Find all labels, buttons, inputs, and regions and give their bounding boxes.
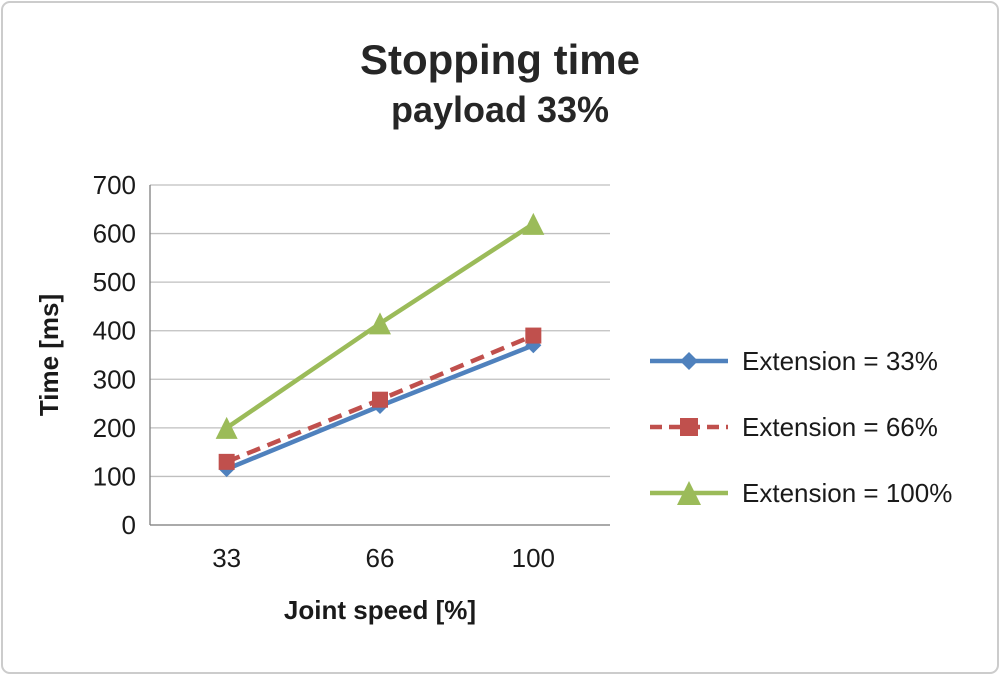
svg-text:33: 33: [212, 543, 241, 573]
plot-area: 0 100 200 300 400 500 600 700 33 66 100 Joint speed…: [34, 170, 610, 625]
svg-text:Joint speed [%]: Joint speed [%]: [284, 595, 476, 625]
svg-text:200: 200: [93, 413, 136, 443]
legend-line-triangle-icon: [650, 481, 728, 505]
svg-text:0: 0: [122, 510, 136, 540]
chart-title: Stopping time: [360, 36, 640, 83]
legend-label: Extension = 33%: [742, 345, 938, 376]
legend-item-extension-100: Extension = 100%: [648, 460, 993, 526]
legend-line-square-icon: [650, 418, 728, 436]
svg-text:600: 600: [93, 219, 136, 249]
svg-text:500: 500: [93, 267, 136, 297]
svg-text:700: 700: [93, 170, 136, 200]
svg-text:100: 100: [93, 461, 136, 491]
legend-label: Extension = 100%: [742, 477, 953, 508]
legend: Extension = 33% Extension = 66% Extensio…: [648, 328, 993, 526]
svg-text:400: 400: [93, 316, 136, 346]
legend-item-extension-66: Extension = 66%: [648, 394, 993, 460]
legend-line-diamond-icon: [650, 352, 728, 370]
chart-title-block: Stopping time payload 33%: [0, 34, 1000, 133]
svg-text:66: 66: [366, 543, 395, 573]
chart-subtitle: payload 33%: [390, 88, 610, 130]
legend-item-extension-33: Extension = 33%: [648, 328, 993, 394]
legend-label: Extension = 66%: [742, 411, 938, 442]
svg-text:Time [ms]: Time [ms]: [34, 294, 64, 416]
svg-text:300: 300: [93, 364, 136, 394]
svg-text:100: 100: [512, 543, 555, 573]
